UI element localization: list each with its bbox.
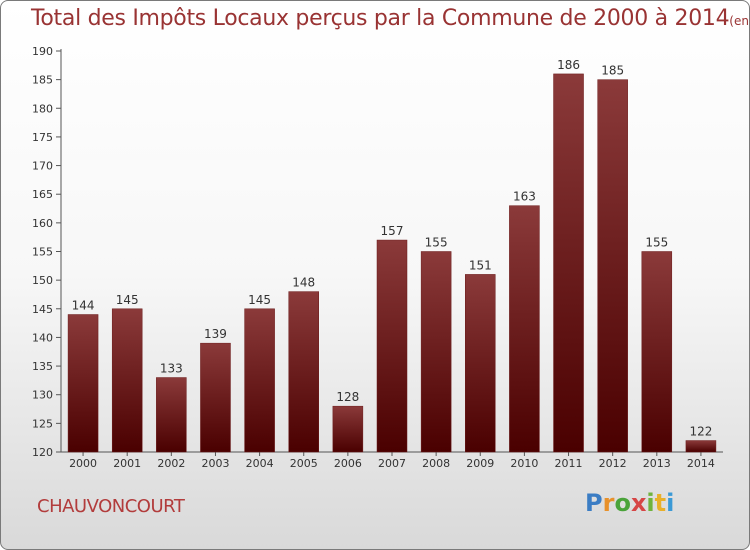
x-tick-label-2004: 2004 — [246, 457, 274, 470]
bar-2014 — [685, 440, 717, 453]
value-label-2013: 155 — [645, 236, 668, 250]
y-tick-label: 145 — [32, 303, 53, 316]
y-tick-label: 190 — [32, 45, 53, 58]
y-tick-label: 180 — [32, 102, 53, 115]
y-tick-label: 150 — [32, 274, 53, 287]
bar-2010 — [509, 205, 540, 453]
x-tick-label-2001: 2001 — [113, 457, 141, 470]
bar-2006 — [332, 405, 364, 453]
value-label-2011: 186 — [557, 58, 580, 72]
value-label-2001: 145 — [116, 293, 139, 307]
y-tick-label: 175 — [32, 131, 53, 144]
y-axis: 120 125 130 135 140 145 150 155 160 165 170 175 180 1… — [32, 45, 62, 459]
bar-2013 — [641, 251, 673, 453]
data-labels: 144 145 133 139 145 148 128 157 155 151 163 186 185 1… — [72, 58, 713, 439]
bar-2002 — [156, 377, 187, 453]
value-label-2006: 128 — [336, 390, 359, 404]
proxiti-logo: Proxiti — [585, 489, 675, 517]
value-label-2012: 185 — [601, 64, 624, 78]
value-label-2007: 157 — [381, 224, 404, 238]
x-tick-label-2013: 2013 — [643, 457, 671, 470]
commune-name: CHAUVONCOURT — [37, 496, 185, 517]
bar-2001 — [111, 308, 143, 453]
value-label-2000: 144 — [72, 299, 95, 313]
x-tick-label-2000: 2000 — [69, 457, 97, 470]
value-label-2009: 151 — [469, 258, 492, 272]
bar-2004 — [244, 308, 275, 453]
x-tick-label-2010: 2010 — [510, 457, 538, 470]
bar-2012 — [597, 79, 628, 453]
x-tick-label-2014: 2014 — [687, 457, 715, 470]
bar-2007 — [376, 239, 408, 453]
title-unit: (en milliers d'€) — [729, 14, 749, 28]
bar-2011 — [553, 73, 584, 453]
x-tick-label-2003: 2003 — [201, 457, 229, 470]
value-label-2002: 133 — [160, 362, 183, 376]
value-label-2004: 145 — [248, 293, 271, 307]
x-tick-label-2012: 2012 — [599, 457, 627, 470]
x-axis: 2000 2001 2002 2003 2004 2005 2006 2007 2008 2009… — [61, 451, 723, 470]
y-tick-label: 165 — [32, 188, 53, 201]
value-label-2005: 148 — [292, 276, 315, 290]
x-tick-label-2008: 2008 — [422, 457, 450, 470]
y-tick-label: 160 — [32, 217, 53, 230]
y-tick-label: 130 — [32, 389, 53, 402]
x-tick-label-2002: 2002 — [157, 457, 185, 470]
chart-title: Total des Impôts Locaux perçus par la Co… — [31, 6, 749, 31]
x-tick-label-2005: 2005 — [290, 457, 318, 470]
y-tick-label: 170 — [32, 160, 53, 173]
y-tick-label: 125 — [32, 417, 53, 430]
value-label-2010: 163 — [513, 190, 536, 204]
y-tick-label: 135 — [32, 360, 53, 373]
bar-2003 — [200, 342, 231, 453]
x-tick-label-2006: 2006 — [334, 457, 362, 470]
title-main: Total des Impôts Locaux perçus par la Co… — [31, 6, 730, 31]
y-tick-label: 185 — [32, 74, 53, 87]
x-tick-label-2009: 2009 — [466, 457, 494, 470]
bar-2009 — [465, 274, 496, 453]
bar-2005 — [288, 291, 319, 453]
x-tick-label-2007: 2007 — [378, 457, 406, 470]
bar-2008 — [420, 251, 452, 453]
value-label-2003: 139 — [204, 327, 227, 341]
bars — [67, 73, 717, 453]
y-tick-label: 120 — [32, 446, 53, 459]
bar-2000 — [67, 314, 99, 453]
value-label-2014: 122 — [689, 425, 712, 439]
y-tick-label: 155 — [32, 246, 53, 259]
value-label-2008: 155 — [425, 236, 448, 250]
y-tick-label: 140 — [32, 331, 53, 344]
x-tick-label-2011: 2011 — [555, 457, 583, 470]
